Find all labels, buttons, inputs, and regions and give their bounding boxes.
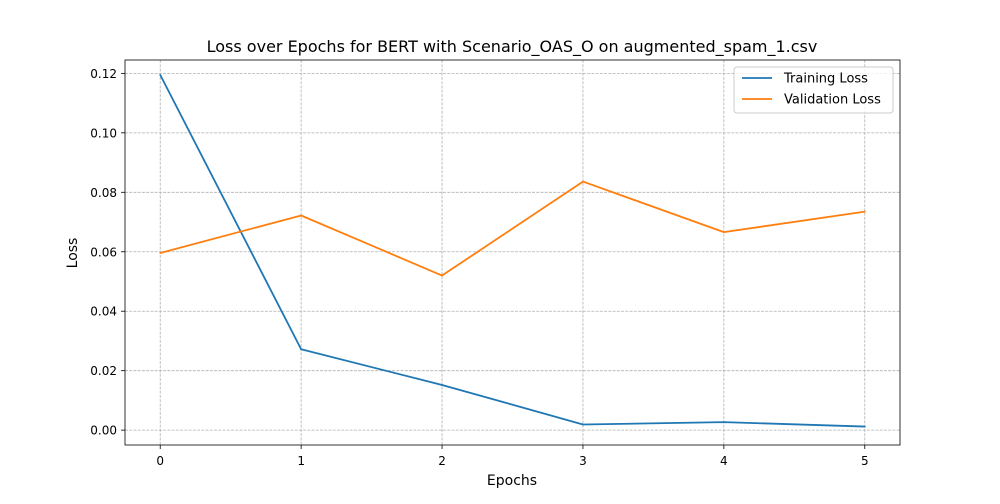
y-tick-label: 0.04 <box>90 305 117 319</box>
training-loss-point <box>863 425 866 428</box>
validation-loss-point <box>722 231 725 234</box>
validation-loss-point <box>441 274 443 277</box>
grid-lines <box>125 60 900 445</box>
training-loss-point <box>582 423 584 426</box>
training-loss-point <box>441 384 443 386</box>
x-tick-label: 4 <box>720 454 728 468</box>
axis-ticks: 0 1 2 3 4 5 0.00 0.02 0.04 0.06 0.08 0.10 0.12 <box>90 67 868 468</box>
y-tick-label: 0.00 <box>90 424 117 438</box>
x-tick-label: 5 <box>861 454 869 468</box>
y-tick-label: 0.10 <box>90 126 117 140</box>
training-loss-point <box>300 348 303 351</box>
legend: Training Loss Validation Loss <box>733 66 894 114</box>
validation-loss-point <box>863 210 866 213</box>
training-loss-point <box>722 421 725 424</box>
x-tick-label: 1 <box>297 454 305 468</box>
x-tick-label: 2 <box>438 454 446 468</box>
validation-loss-point <box>582 180 584 183</box>
x-tick-label: 3 <box>579 454 587 468</box>
legend-label-validation-loss: Validation Loss <box>784 93 881 108</box>
x-tick-label: 0 <box>156 454 164 468</box>
y-tick-label: 0.12 <box>90 67 117 81</box>
y-axis-label: Loss <box>65 238 81 269</box>
plot-frame <box>124 59 901 446</box>
validation-loss-point <box>159 252 162 254</box>
training-loss-point <box>159 73 162 76</box>
legend-label-training-loss: Training Loss <box>783 72 868 87</box>
chart-title: Loss over Epochs for BERT with Scenario_… <box>207 37 818 57</box>
y-tick-label: 0.08 <box>90 186 117 200</box>
y-tick-label: 0.06 <box>90 245 117 259</box>
legend-box <box>733 66 894 114</box>
training-loss-line <box>159 74 865 428</box>
validation-loss-line <box>159 180 865 277</box>
data-series <box>159 73 866 428</box>
y-tick-label: 0.02 <box>90 364 117 378</box>
validation-loss-point <box>300 214 303 217</box>
x-axis-label: Epochs <box>487 473 537 489</box>
